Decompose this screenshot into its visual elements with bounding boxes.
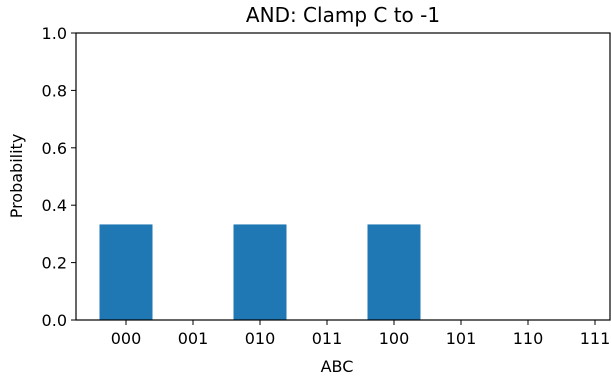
y-tick-label-0.8: 0.8 xyxy=(42,81,67,100)
chart-title: AND: Clamp C to -1 xyxy=(246,3,440,27)
bar-010 xyxy=(233,224,287,320)
bar-100 xyxy=(367,224,421,320)
x-tick-label-111: 111 xyxy=(580,329,611,348)
bar-000 xyxy=(99,224,153,320)
x-tick-label-010: 010 xyxy=(245,329,276,348)
x-tick-label-101: 101 xyxy=(446,329,477,348)
y-tick-label-0.6: 0.6 xyxy=(42,139,67,158)
plot-frame xyxy=(75,32,611,321)
bars-layer xyxy=(99,224,421,320)
x-tick-label-110: 110 xyxy=(513,329,544,348)
y-tick-label-0.0: 0.0 xyxy=(42,311,67,330)
y-tick-label-0.4: 0.4 xyxy=(42,196,67,215)
x-tick-label-000: 000 xyxy=(111,329,142,348)
x-axis-label: ABC xyxy=(321,357,354,376)
x-tick-label-100: 100 xyxy=(379,329,410,348)
y-tick-label-1.0: 1.0 xyxy=(42,24,67,43)
x-tick-label-001: 001 xyxy=(178,329,209,348)
y-tick-label-0.2: 0.2 xyxy=(42,254,67,273)
y-axis-label: Probability xyxy=(7,134,26,219)
x-tick-label-011: 011 xyxy=(312,329,343,348)
x-axis: 000 001 010 011 100 101 110 111 xyxy=(111,320,611,348)
y-axis: 0.0 0.2 0.4 0.6 0.8 1.0 xyxy=(42,24,76,330)
